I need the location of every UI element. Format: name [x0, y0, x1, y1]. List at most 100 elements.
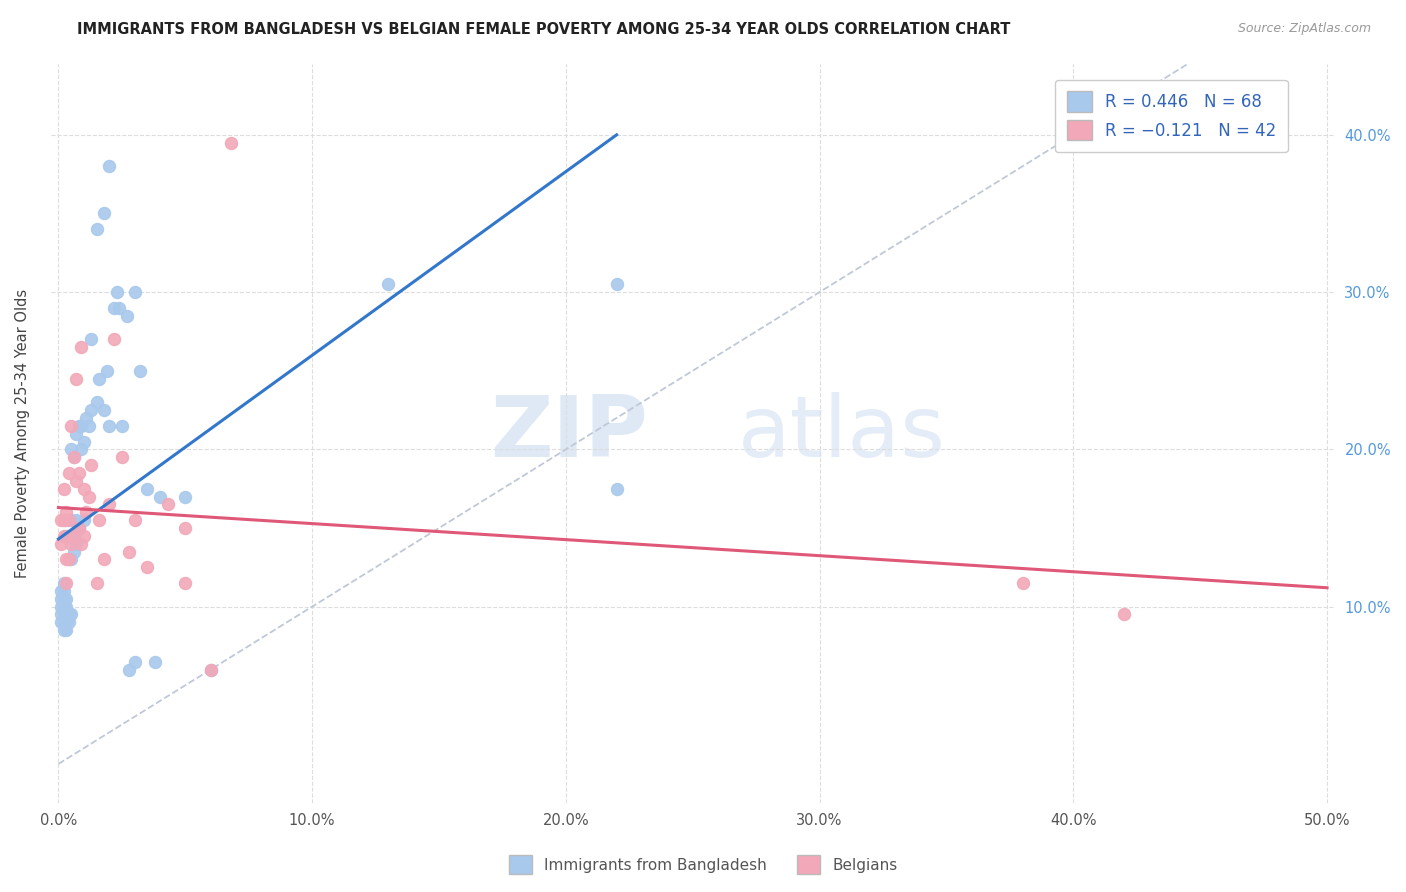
Point: [52, 615, 75, 630]
Point: [62, 529, 84, 543]
Point: [75, 505, 97, 519]
Point: [93, 403, 115, 417]
Point: [58, 552, 80, 566]
Point: [77, 490, 100, 504]
Point: [96, 364, 118, 378]
Point: [80, 332, 103, 346]
Point: [49, 537, 72, 551]
Point: [93, 206, 115, 220]
Point: [55, 513, 77, 527]
Y-axis label: Female Poverty Among 25-34 Year Olds: Female Poverty Among 25-34 Year Olds: [15, 289, 30, 578]
Point: [111, 418, 134, 433]
Point: [93, 552, 115, 566]
Point: [60, 442, 83, 457]
Point: [174, 576, 197, 591]
Legend: R = 0.446   N = 68, R = −0.121   N = 42: R = 0.446 N = 68, R = −0.121 N = 42: [1054, 79, 1288, 153]
Legend: Immigrants from Bangladesh, Belgians: Immigrants from Bangladesh, Belgians: [502, 849, 904, 880]
Point: [86, 222, 108, 236]
Point: [70, 442, 93, 457]
Point: [67, 466, 90, 480]
Point: [136, 560, 159, 574]
Point: [65, 371, 87, 385]
Point: [55, 552, 77, 566]
Point: [58, 513, 80, 527]
Point: [52, 624, 75, 638]
Point: [62, 529, 84, 543]
Point: [108, 301, 131, 315]
Point: [55, 591, 77, 606]
Point: [86, 395, 108, 409]
Point: [49, 599, 72, 614]
Point: [49, 607, 72, 622]
Point: [52, 599, 75, 614]
Point: [80, 458, 103, 472]
Point: [58, 466, 80, 480]
Point: [62, 450, 84, 465]
Point: [65, 426, 87, 441]
Point: [55, 576, 77, 591]
Point: [60, 513, 83, 527]
Point: [87, 371, 110, 385]
Point: [87, 513, 110, 527]
Point: [98, 159, 121, 173]
Point: [52, 576, 75, 591]
Point: [58, 552, 80, 566]
Point: [55, 529, 77, 543]
Point: [52, 591, 75, 606]
Point: [67, 521, 90, 535]
Point: [111, 450, 134, 465]
Point: [58, 607, 80, 622]
Text: ZIP: ZIP: [491, 392, 648, 475]
Point: [103, 301, 125, 315]
Point: [60, 418, 83, 433]
Text: atlas: atlas: [738, 392, 946, 475]
Point: [606, 277, 628, 292]
Point: [70, 537, 93, 551]
Point: [606, 482, 628, 496]
Point: [49, 591, 72, 606]
Point: [73, 482, 96, 496]
Point: [156, 497, 179, 511]
Point: [75, 411, 97, 425]
Point: [77, 418, 100, 433]
Point: [124, 655, 146, 669]
Text: Source: ZipAtlas.com: Source: ZipAtlas.com: [1237, 22, 1371, 36]
Point: [67, 521, 90, 535]
Point: [70, 418, 93, 433]
Point: [118, 663, 141, 677]
Point: [1112, 607, 1135, 622]
Point: [105, 285, 128, 299]
Point: [70, 340, 93, 354]
Point: [1011, 576, 1033, 591]
Point: [115, 309, 138, 323]
Point: [73, 529, 96, 543]
Point: [55, 615, 77, 630]
Point: [58, 615, 80, 630]
Point: [67, 418, 90, 433]
Point: [55, 599, 77, 614]
Point: [200, 663, 222, 677]
Point: [174, 490, 197, 504]
Point: [60, 552, 83, 566]
Point: [65, 537, 87, 551]
Point: [86, 576, 108, 591]
Point: [52, 607, 75, 622]
Point: [103, 332, 125, 346]
Point: [143, 655, 166, 669]
Point: [65, 513, 87, 527]
Point: [62, 450, 84, 465]
Point: [52, 583, 75, 598]
Point: [128, 364, 150, 378]
Point: [62, 544, 84, 558]
Point: [118, 544, 141, 558]
Point: [60, 607, 83, 622]
Point: [219, 136, 242, 150]
Point: [377, 277, 399, 292]
Point: [80, 403, 103, 417]
Point: [52, 482, 75, 496]
Point: [52, 513, 75, 527]
Point: [58, 529, 80, 543]
Point: [55, 607, 77, 622]
Point: [98, 418, 121, 433]
Point: [65, 474, 87, 488]
